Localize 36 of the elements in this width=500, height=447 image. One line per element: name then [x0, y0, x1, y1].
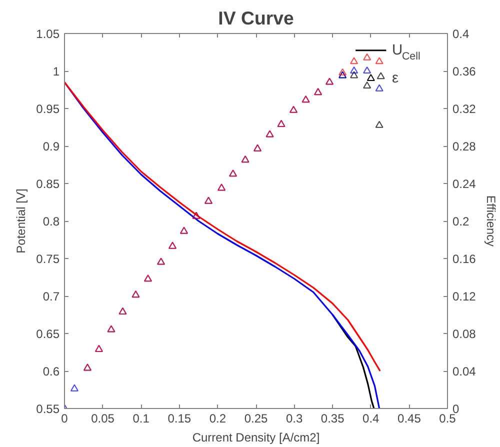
- y2-tick-label: 0.36: [452, 64, 476, 78]
- y-tick-label: 0.55: [36, 402, 60, 416]
- x-tick-label: 0.35: [320, 412, 345, 426]
- y-tick-label: 0.95: [36, 102, 60, 116]
- x-axis-title: Current Density [A/cm2]: [192, 430, 320, 444]
- y-axis-title: Potential [V]: [14, 188, 28, 254]
- chart-title: IV Curve: [218, 8, 294, 28]
- x-tick-label: 0.2: [209, 412, 226, 426]
- y-tick-label: 1: [52, 64, 60, 78]
- y2-tick-label: 0.16: [452, 252, 476, 266]
- y-tick-label: 1.05: [36, 27, 60, 41]
- x-tick-label: 0.3: [286, 412, 303, 426]
- y2-tick-label: 0.2: [452, 214, 470, 228]
- y-tick-label: 0.6: [42, 364, 60, 378]
- y2-tick-label: 0.4: [452, 27, 470, 41]
- x-tick-label: 0.4: [362, 412, 380, 426]
- legend-label: ε: [392, 70, 399, 86]
- y2-tick-label: 0.08: [452, 327, 476, 341]
- y2-tick-label: 0.32: [452, 102, 476, 116]
- x-tick-label: 0.1: [132, 412, 150, 426]
- x-tick-label: 0: [61, 412, 68, 426]
- y-tick-label: 0.9: [42, 140, 60, 154]
- y-tick-label: 0.65: [36, 327, 60, 341]
- y2-tick-label: 0.04: [452, 364, 476, 378]
- x-tick-label: 0.15: [168, 412, 192, 426]
- x-tick-label: 0.45: [398, 412, 422, 426]
- y-tick-label: 0.85: [36, 177, 60, 191]
- x-tick-label: 0.05: [91, 412, 115, 426]
- y-tick-label: 0.8: [42, 214, 60, 228]
- x-tick-label: 0.25: [244, 412, 268, 426]
- y2-axis-title: Efficiency: [484, 195, 498, 247]
- y2-tick-label: 0.28: [452, 140, 476, 154]
- y-tick-label: 0.7: [42, 290, 60, 304]
- y2-tick-label: 0.12: [452, 290, 476, 304]
- y-tick-label: 0.75: [36, 252, 60, 266]
- y2-tick-label: 0.24: [452, 177, 476, 191]
